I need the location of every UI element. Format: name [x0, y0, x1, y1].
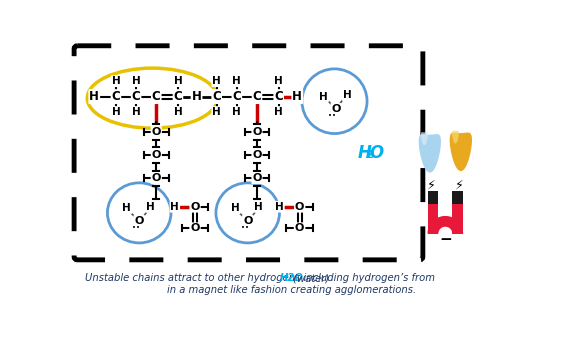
Polygon shape — [450, 132, 472, 171]
Text: H: H — [170, 202, 179, 212]
Text: H: H — [232, 107, 241, 117]
Text: in a magnet like fashion creating agglomerations.: in a magnet like fashion creating agglom… — [166, 285, 416, 295]
Polygon shape — [428, 216, 463, 234]
Text: O: O — [152, 150, 161, 160]
Text: −: − — [439, 232, 452, 247]
Text: C: C — [111, 90, 120, 103]
Text: C: C — [253, 90, 261, 103]
Text: O: O — [369, 144, 383, 162]
Text: H: H — [89, 90, 99, 103]
Text: Unstable chains attract to other hydrogens including hydrogen’s from: Unstable chains attract to other hydroge… — [85, 273, 438, 283]
Polygon shape — [419, 134, 441, 173]
Bar — [452, 203, 463, 234]
Text: O: O — [295, 202, 304, 212]
Text: H: H — [231, 203, 240, 213]
Text: O: O — [190, 223, 200, 233]
Bar — [452, 191, 463, 204]
Text: O: O — [135, 215, 144, 226]
Text: ⚡: ⚡ — [455, 179, 463, 192]
Text: H2O: H2O — [280, 273, 304, 283]
Polygon shape — [421, 132, 428, 145]
Text: H: H — [191, 90, 202, 103]
Bar — [428, 203, 438, 234]
Text: H: H — [232, 76, 241, 86]
Text: H: H — [293, 90, 302, 103]
Text: 2: 2 — [365, 150, 373, 160]
Text: O: O — [295, 223, 304, 233]
Text: C: C — [212, 90, 221, 103]
Text: (water): (water) — [290, 273, 329, 283]
Text: C: C — [174, 90, 182, 103]
Text: H: H — [111, 76, 120, 86]
Text: ••: •• — [241, 225, 249, 230]
Bar — [428, 191, 438, 204]
Text: H: H — [174, 76, 182, 86]
Text: O: O — [243, 215, 252, 226]
Text: H: H — [343, 90, 351, 100]
Text: H: H — [274, 107, 283, 117]
Text: O: O — [252, 150, 262, 160]
Text: O: O — [190, 202, 200, 212]
Text: H: H — [212, 76, 221, 86]
Text: O: O — [252, 173, 262, 183]
Text: H: H — [132, 107, 140, 117]
Text: O: O — [331, 104, 341, 114]
Text: H: H — [123, 203, 131, 213]
Polygon shape — [452, 131, 459, 144]
Text: O: O — [152, 173, 161, 183]
Text: C: C — [232, 90, 241, 103]
Text: ••: •• — [328, 113, 336, 119]
Text: O: O — [252, 127, 262, 137]
Text: ⚡: ⚡ — [427, 179, 436, 192]
Text: C: C — [152, 90, 161, 103]
Text: H: H — [274, 76, 283, 86]
Text: H: H — [174, 107, 182, 117]
Text: C: C — [274, 90, 283, 103]
Text: ••: •• — [132, 225, 140, 230]
Text: H: H — [132, 76, 140, 86]
Text: H: H — [111, 107, 120, 117]
Text: H: H — [358, 144, 371, 162]
Text: O: O — [152, 127, 161, 137]
Text: H: H — [275, 202, 284, 212]
Text: H: H — [212, 107, 221, 117]
Text: C: C — [132, 90, 140, 103]
Text: H: H — [145, 202, 154, 212]
Text: H: H — [319, 92, 328, 102]
Text: H: H — [254, 202, 263, 212]
